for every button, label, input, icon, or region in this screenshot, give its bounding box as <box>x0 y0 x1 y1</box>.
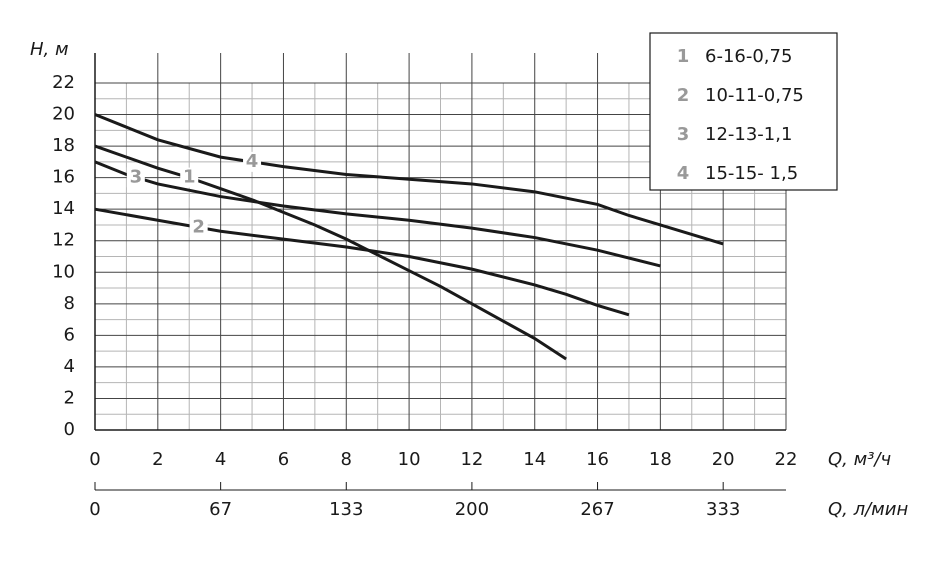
x-tick-label: 16 <box>586 449 609 470</box>
x-tick-label: 10 <box>398 449 421 470</box>
series-line <box>94 160 661 268</box>
x-tick-label: 6 <box>278 449 289 470</box>
series-line <box>94 113 724 246</box>
x-tick-label: 2 <box>152 449 163 470</box>
x2-tick-label: 333 <box>706 499 740 520</box>
x-tick-label: 0 <box>89 449 100 470</box>
y-tick-label: 10 <box>52 261 75 282</box>
legend-number: 3 <box>677 124 690 145</box>
curve-label: 4 <box>246 151 259 172</box>
y-tick-label: 18 <box>52 135 75 156</box>
x-tick-label: 14 <box>523 449 546 470</box>
curve-label-bg <box>189 217 208 238</box>
y-tick-label: 22 <box>52 72 75 93</box>
curve-label-bg <box>126 167 145 188</box>
curve-label: 1 <box>183 167 196 188</box>
x2-tick-label: 133 <box>329 499 363 520</box>
x-tick-label: 18 <box>649 449 672 470</box>
curve-label-bg <box>180 167 199 188</box>
x2-tick-label: 200 <box>455 499 489 520</box>
y-tick-label: 8 <box>64 293 75 314</box>
x-tick-label: 8 <box>341 449 352 470</box>
legend-number: 4 <box>677 163 690 184</box>
x2-tick-label: 0 <box>89 499 100 520</box>
legend-label: 10-11-0,75 <box>705 85 804 106</box>
y-tick-label: 20 <box>52 104 75 125</box>
y-tick-label: 0 <box>64 419 75 440</box>
curve-label: 2 <box>192 216 205 237</box>
legend-label: 6-16-0,75 <box>705 46 792 67</box>
y-tick-label: 2 <box>64 387 75 408</box>
x2-tick-label: 267 <box>580 499 614 520</box>
x2-tick-label: 67 <box>209 499 232 520</box>
legend-number: 2 <box>677 85 690 106</box>
y-tick-label: 6 <box>64 324 75 345</box>
x-tick-label: 4 <box>215 449 226 470</box>
legend-box <box>649 32 838 191</box>
y-tick-label: 14 <box>52 198 75 219</box>
x2-axis-title: Q, л/мин <box>828 499 908 520</box>
curve-label-bg <box>243 151 262 172</box>
x-tick-label: 22 <box>775 449 798 470</box>
legend-number: 1 <box>677 46 690 67</box>
series-line <box>94 144 567 361</box>
y-tick-label: 12 <box>52 230 75 251</box>
curve-label: 3 <box>130 166 143 187</box>
y-axis-title: H, м <box>30 39 69 60</box>
x-tick-label: 12 <box>460 449 483 470</box>
x-tick-label: 20 <box>712 449 735 470</box>
legend-label: 15-15- 1,5 <box>705 163 798 184</box>
y-tick-label: 4 <box>64 356 75 377</box>
y-tick-label: 16 <box>52 167 75 188</box>
x-axis-title: Q, м³/ч <box>828 449 891 470</box>
legend-label: 12-13-1,1 <box>705 124 792 145</box>
